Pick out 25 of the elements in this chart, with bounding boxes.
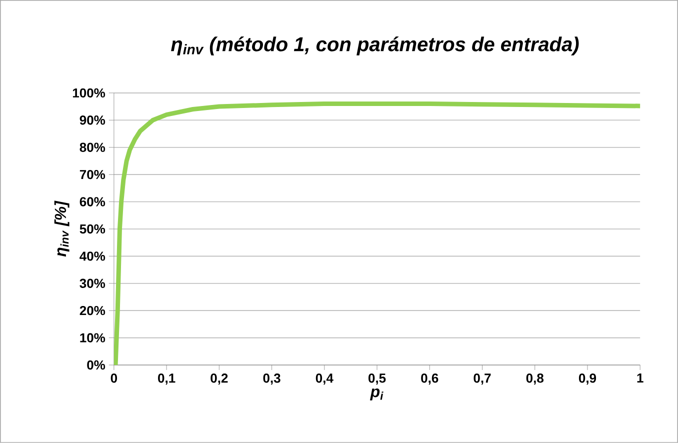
chart-title: η$_{inv}$ (método 1, con parámetros de entrada) <box>171 36 579 56</box>
x-tick-label: 0,4 <box>316 374 334 385</box>
x-tick-label: 0,1 <box>158 374 176 385</box>
y-tick-label: 30% <box>80 278 106 288</box>
x-tick-label: 0,6 <box>421 374 438 385</box>
y-tick-label: 40% <box>80 252 106 261</box>
x-tick-label: 0,8 <box>526 374 544 385</box>
y-tick-label: 90% <box>80 116 106 125</box>
x-tick-label: 0,7 <box>474 374 491 385</box>
y-tick-label: 60% <box>80 197 106 206</box>
x-tick-label: 0,5 <box>368 374 386 385</box>
x-tick-label: 0,2 <box>210 374 228 385</box>
y-tick-label: 80% <box>80 142 106 152</box>
y-tick-label: 50% <box>80 224 106 234</box>
x-tick-label: 0 <box>110 374 118 383</box>
x-tick-label: 0,9 <box>578 374 596 385</box>
y-tick-label: 10% <box>80 333 106 342</box>
y-tick-label: 100% <box>72 88 106 98</box>
x-axis-title: p$_{i}$ <box>370 388 384 400</box>
y-tick-label: 0% <box>87 360 106 370</box>
y-axis-title: η$_{inv}$ [%] <box>54 200 70 257</box>
y-tick-label: 70% <box>80 170 106 180</box>
x-tick-label: 1 <box>637 374 644 383</box>
x-tick-label: 0,3 <box>263 374 280 385</box>
y-tick-label: 20% <box>80 306 106 316</box>
